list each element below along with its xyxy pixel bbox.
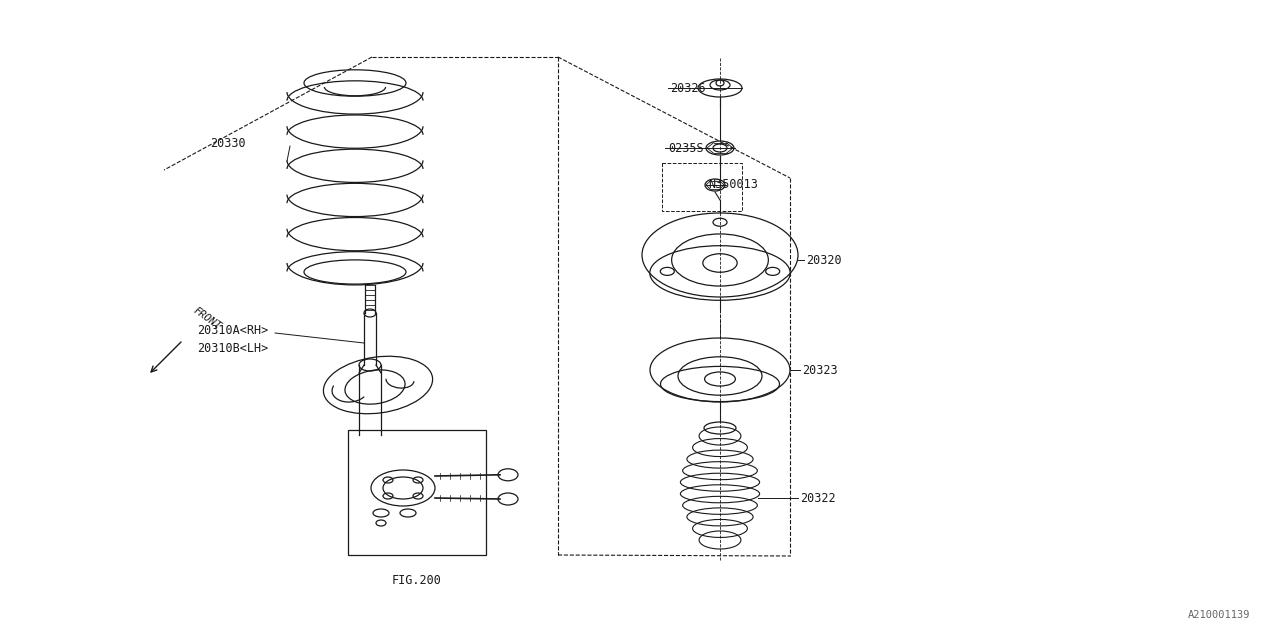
Text: 20322: 20322 bbox=[800, 492, 836, 505]
Text: 20320: 20320 bbox=[806, 253, 842, 266]
Bar bbox=[348, 430, 486, 555]
Text: FIG.200: FIG.200 bbox=[392, 573, 442, 586]
Text: N350013: N350013 bbox=[708, 179, 758, 191]
Text: 20323: 20323 bbox=[803, 364, 837, 376]
Text: 0235S: 0235S bbox=[668, 141, 704, 154]
Text: A210001139: A210001139 bbox=[1188, 610, 1251, 620]
Text: FRONT: FRONT bbox=[191, 306, 223, 332]
Text: 20326: 20326 bbox=[669, 81, 705, 95]
Bar bbox=[662, 163, 742, 211]
Text: 20310A<RH>: 20310A<RH> bbox=[197, 323, 269, 337]
Text: 20330: 20330 bbox=[210, 136, 246, 150]
Text: 20310B<LH>: 20310B<LH> bbox=[197, 342, 269, 355]
